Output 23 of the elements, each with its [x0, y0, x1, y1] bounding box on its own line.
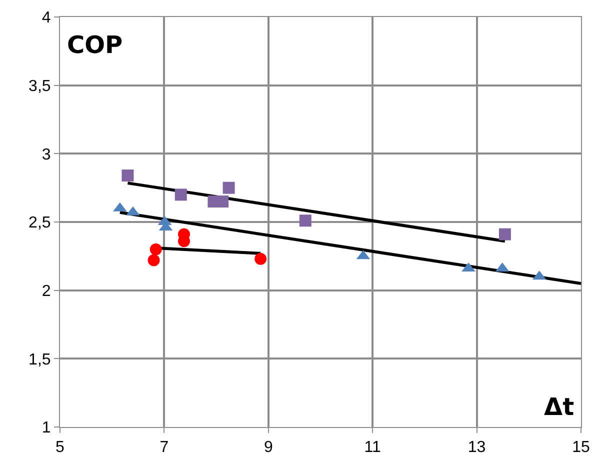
- point: [254, 252, 267, 265]
- x-tick-label: 7: [160, 439, 169, 456]
- point: [148, 254, 160, 266]
- x-tick-label: 15: [572, 439, 590, 456]
- y-tick-label: 2,5: [28, 214, 51, 232]
- point: [174, 188, 187, 201]
- point: [150, 243, 162, 256]
- y-tick-label: 1: [42, 420, 51, 437]
- y-tick-label: 2: [42, 282, 51, 300]
- x-tick-label: 9: [264, 439, 273, 456]
- y-axis-title: COP: [67, 31, 123, 59]
- point: [122, 170, 134, 182]
- x-tick-label: 11: [364, 439, 382, 456]
- point: [299, 214, 312, 227]
- y-tick-label: 1,5: [28, 351, 51, 368]
- y-tick-label: 4: [42, 10, 51, 27]
- x-tick-label: 5: [56, 439, 65, 456]
- x-axis-title: Δt: [544, 393, 574, 421]
- y-tick-label: 3: [42, 146, 51, 164]
- x-tick-label: 13: [468, 439, 486, 456]
- point: [222, 182, 235, 194]
- y-tick-label: 3,5: [28, 78, 51, 95]
- point: [498, 228, 511, 240]
